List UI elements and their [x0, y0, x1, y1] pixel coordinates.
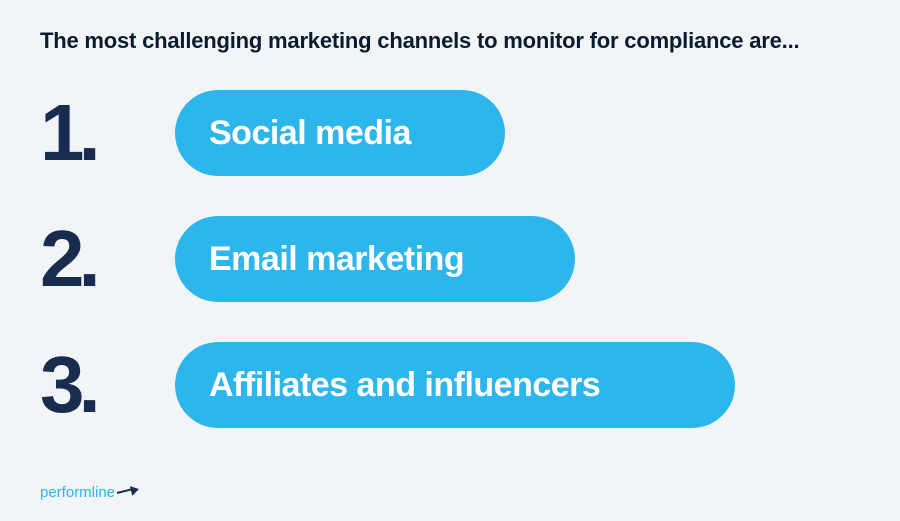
rank-digit: 3 [40, 340, 83, 429]
rank-dot: . [79, 88, 99, 177]
brand-logo: performline [40, 484, 139, 501]
infographic-canvas: The most challenging marketing channels … [0, 0, 900, 521]
rank-digit: 1 [40, 88, 83, 177]
channel-pill: Social media [175, 90, 505, 176]
ranked-list: 1. Social media 2. Email marketing 3. Af… [40, 90, 860, 428]
channel-label: Email marketing [209, 240, 464, 279]
channel-pill: Affiliates and influencers [175, 342, 735, 428]
channel-label: Social media [209, 114, 411, 153]
infographic-title: The most challenging marketing channels … [40, 28, 860, 54]
list-item: 3. Affiliates and influencers [40, 342, 860, 428]
rank-dot: . [79, 340, 99, 429]
rank-number: 2. [40, 219, 175, 299]
list-item: 2. Email marketing [40, 216, 860, 302]
brand-mark-icon [117, 486, 139, 500]
rank-digit: 2 [40, 214, 83, 303]
rank-dot: . [79, 214, 99, 303]
rank-number: 1. [40, 93, 175, 173]
rank-number: 3. [40, 345, 175, 425]
brand-name: performline [40, 484, 115, 501]
list-item: 1. Social media [40, 90, 860, 176]
channel-label: Affiliates and influencers [209, 366, 600, 405]
channel-pill: Email marketing [175, 216, 575, 302]
